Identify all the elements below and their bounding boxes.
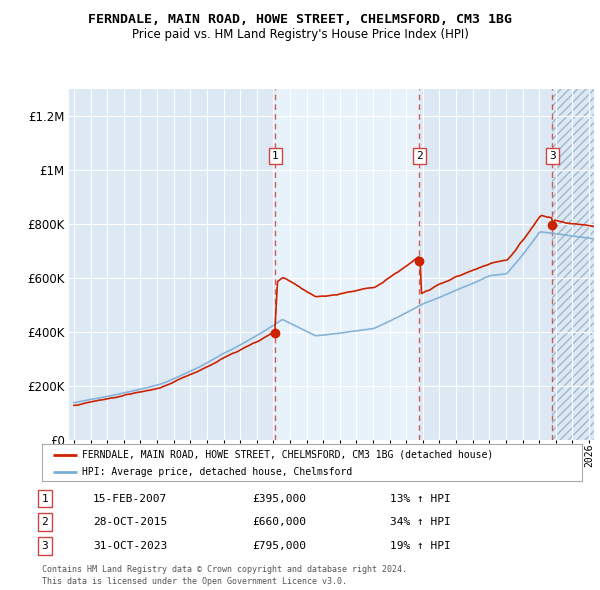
Text: Price paid vs. HM Land Registry's House Price Index (HPI): Price paid vs. HM Land Registry's House … xyxy=(131,28,469,41)
Bar xyxy=(275,88,419,440)
Text: 19% ↑ HPI: 19% ↑ HPI xyxy=(390,541,451,550)
Text: 3: 3 xyxy=(549,151,556,161)
Text: 13% ↑ HPI: 13% ↑ HPI xyxy=(390,494,451,503)
Text: This data is licensed under the Open Government Licence v3.0.: This data is licensed under the Open Gov… xyxy=(42,577,347,586)
Bar xyxy=(553,88,594,440)
Text: FERNDALE, MAIN ROAD, HOWE STREET, CHELMSFORD, CM3 1BG (detached house): FERNDALE, MAIN ROAD, HOWE STREET, CHELMS… xyxy=(83,450,494,460)
Text: 2: 2 xyxy=(416,151,423,161)
Text: 31-OCT-2023: 31-OCT-2023 xyxy=(93,541,167,550)
Text: 1: 1 xyxy=(41,494,49,503)
Text: 1: 1 xyxy=(272,151,279,161)
Text: 2: 2 xyxy=(41,517,49,527)
Text: 3: 3 xyxy=(41,541,49,550)
Text: £795,000: £795,000 xyxy=(252,541,306,550)
Text: £395,000: £395,000 xyxy=(252,494,306,503)
Text: HPI: Average price, detached house, Chelmsford: HPI: Average price, detached house, Chel… xyxy=(83,467,353,477)
Text: 34% ↑ HPI: 34% ↑ HPI xyxy=(390,517,451,527)
Text: Contains HM Land Registry data © Crown copyright and database right 2024.: Contains HM Land Registry data © Crown c… xyxy=(42,565,407,573)
Text: 28-OCT-2015: 28-OCT-2015 xyxy=(93,517,167,527)
Text: 15-FEB-2007: 15-FEB-2007 xyxy=(93,494,167,503)
Text: FERNDALE, MAIN ROAD, HOWE STREET, CHELMSFORD, CM3 1BG: FERNDALE, MAIN ROAD, HOWE STREET, CHELMS… xyxy=(88,13,512,26)
Text: £660,000: £660,000 xyxy=(252,517,306,527)
